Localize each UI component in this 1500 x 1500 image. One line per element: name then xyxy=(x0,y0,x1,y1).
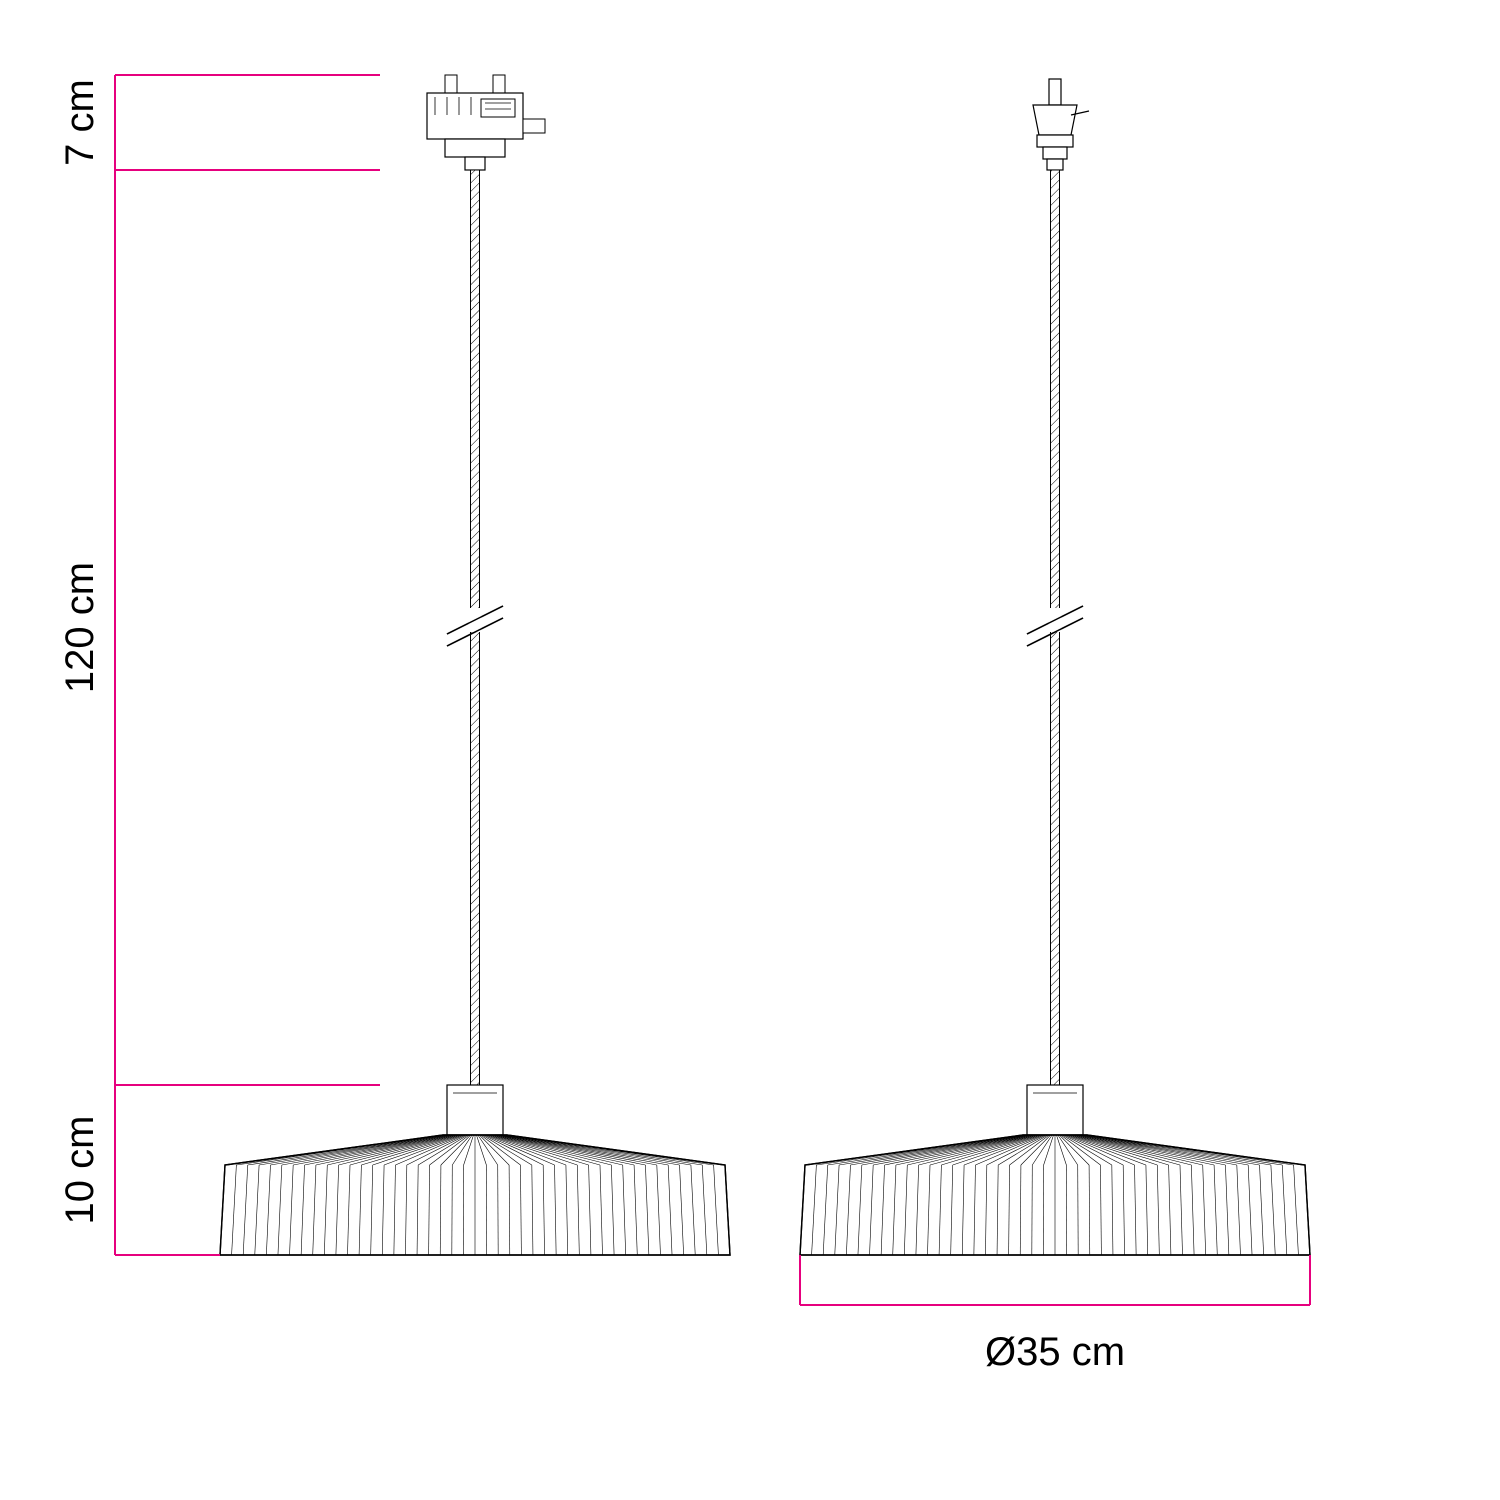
dimension-label: 10 cm xyxy=(58,1116,102,1225)
dimension-label: 120 cm xyxy=(58,562,102,693)
dimension-label-diameter: Ø35 cm xyxy=(985,1330,1125,1374)
dimension-label: 7 cm xyxy=(58,79,102,166)
lamp-technical-drawing: 7 cm 120 cm 10 cm Ø35 cm xyxy=(0,0,1500,1500)
